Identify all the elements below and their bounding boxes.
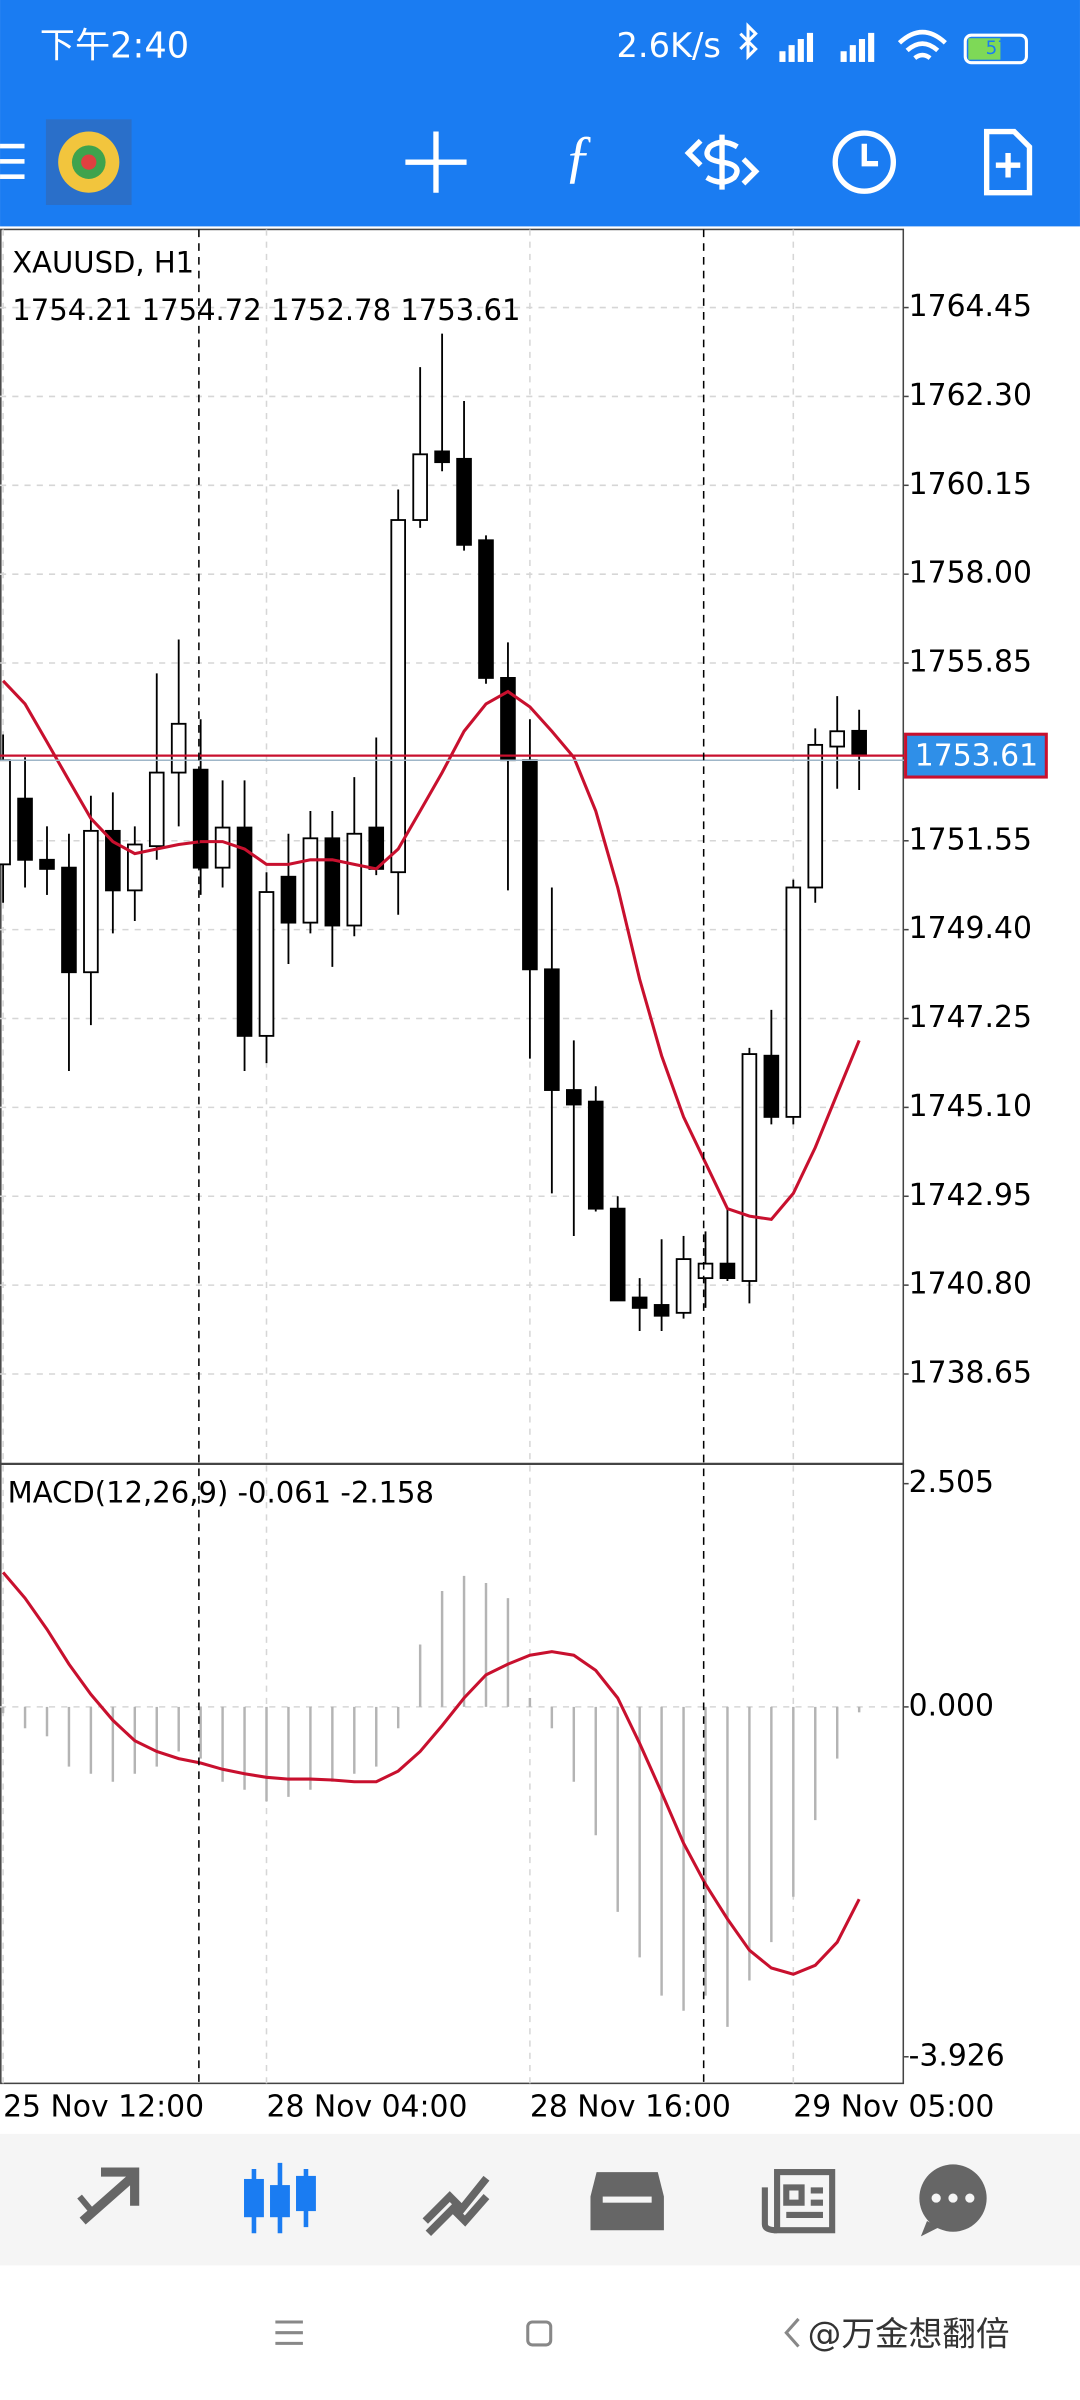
candle-body bbox=[170, 722, 187, 774]
y-tick-label: 1751.55 bbox=[909, 822, 1032, 857]
candle-body bbox=[544, 968, 560, 1091]
y-tick-label: 1762.30 bbox=[909, 378, 1032, 413]
system-menu-button[interactable] bbox=[275, 2320, 303, 2345]
y-tick-label: 1742.95 bbox=[909, 1178, 1032, 1213]
moving-average-line bbox=[1, 679, 861, 1222]
candle-body bbox=[280, 875, 297, 924]
candle-body bbox=[697, 1262, 714, 1280]
bid-label: 1753.61 bbox=[915, 739, 1038, 774]
header-background bbox=[0, 0, 1080, 227]
battery-level: 57 bbox=[986, 38, 1009, 59]
new-order-button[interactable] bbox=[983, 128, 1033, 196]
candle-body bbox=[456, 457, 472, 546]
status-icons bbox=[739, 22, 1028, 65]
x-tick-label: 29 Nov 05:00 bbox=[793, 2089, 994, 2124]
y-tick-label: 1740.80 bbox=[909, 1267, 1032, 1302]
candle-body bbox=[587, 1100, 604, 1210]
candle-body bbox=[741, 1053, 758, 1282]
y-tick-label: 1760.15 bbox=[909, 467, 1032, 502]
candle-body bbox=[105, 829, 121, 892]
candle-body bbox=[236, 826, 253, 1037]
y-tick-label: 1749.40 bbox=[909, 911, 1032, 946]
candle-body bbox=[609, 1207, 626, 1302]
candle-body bbox=[39, 858, 55, 870]
candle-body bbox=[851, 729, 867, 757]
candle-body bbox=[763, 1054, 780, 1118]
candle-body bbox=[0, 759, 11, 866]
candle-body bbox=[719, 1262, 736, 1280]
bottom-nav bbox=[0, 2133, 1080, 2266]
candle-body bbox=[631, 1296, 648, 1309]
indicators-button[interactable]: ƒ bbox=[564, 123, 593, 188]
candle-body bbox=[302, 837, 319, 924]
chart-title: XAUUSD, H1 bbox=[12, 246, 194, 280]
status-time: 下午2:40 bbox=[40, 25, 189, 66]
candle-body bbox=[807, 743, 824, 889]
signal-line bbox=[1, 1571, 861, 1976]
candle-body bbox=[653, 1304, 670, 1317]
candle-body bbox=[148, 771, 165, 848]
system-back-button[interactable] bbox=[784, 2317, 800, 2348]
candle-body bbox=[785, 886, 802, 1118]
quotes-tab[interactable] bbox=[77, 2167, 140, 2225]
candle-body bbox=[192, 768, 209, 869]
y-tick-label: 1758.00 bbox=[909, 556, 1032, 591]
candle-body bbox=[829, 730, 846, 748]
macd-title: MACD(12,26,9) -0.061 -2.158 bbox=[8, 1475, 434, 1509]
trade-tab[interactable] bbox=[422, 2175, 490, 2236]
candle-body bbox=[675, 1258, 692, 1314]
crosshair-button[interactable] bbox=[405, 131, 467, 193]
candle-body bbox=[214, 826, 231, 869]
candle-body bbox=[346, 832, 363, 927]
history-tab[interactable] bbox=[590, 2172, 664, 2231]
system-home-button[interactable] bbox=[526, 2320, 553, 2347]
candle-body bbox=[566, 1089, 582, 1106]
menu-button[interactable] bbox=[0, 143, 25, 179]
x-tick-label: 28 Nov 16:00 bbox=[530, 2089, 731, 2124]
candle-body bbox=[61, 866, 77, 974]
x-tick-label: 25 Nov 12:00 bbox=[3, 2089, 204, 2124]
candle-body bbox=[478, 539, 494, 679]
candle-body bbox=[412, 453, 428, 521]
candle-body bbox=[522, 759, 538, 971]
app-logo[interactable] bbox=[45, 119, 132, 205]
y-tick-label: 1738.65 bbox=[909, 1356, 1032, 1391]
candle-body bbox=[83, 829, 99, 974]
y-tick-label: 1747.25 bbox=[909, 1000, 1032, 1035]
y-tick-label: 1755.85 bbox=[909, 645, 1032, 680]
period-button[interactable] bbox=[832, 130, 897, 194]
candle-body bbox=[390, 519, 407, 874]
bid-label-box bbox=[904, 732, 1048, 779]
chart-frame bbox=[0, 228, 905, 2085]
chart-tab[interactable] bbox=[244, 2162, 316, 2234]
y-tick-label: 1764.45 bbox=[909, 289, 1032, 324]
y-tick-label: 0.000 bbox=[909, 1688, 994, 1723]
y-tick-label: 2.505 bbox=[909, 1465, 994, 1500]
candle-body bbox=[17, 797, 33, 861]
x-tick-label: 28 Nov 04:00 bbox=[267, 2089, 468, 2124]
candle-body bbox=[434, 450, 450, 464]
candle-body bbox=[126, 843, 143, 892]
watermark: @万金想翻倍 bbox=[808, 2314, 1010, 2353]
candle-body bbox=[324, 837, 341, 927]
y-tick-label: 1745.10 bbox=[909, 1089, 1032, 1124]
news-tab[interactable] bbox=[761, 2169, 836, 2234]
trade-button[interactable] bbox=[684, 134, 760, 190]
status-speed: 2.6K/s bbox=[616, 26, 720, 65]
ohlc-text: 1754.21 1754.72 1752.78 1753.61 bbox=[12, 293, 520, 327]
candle-body bbox=[258, 891, 275, 1037]
y-tick-label: -3.926 bbox=[909, 2038, 1005, 2073]
